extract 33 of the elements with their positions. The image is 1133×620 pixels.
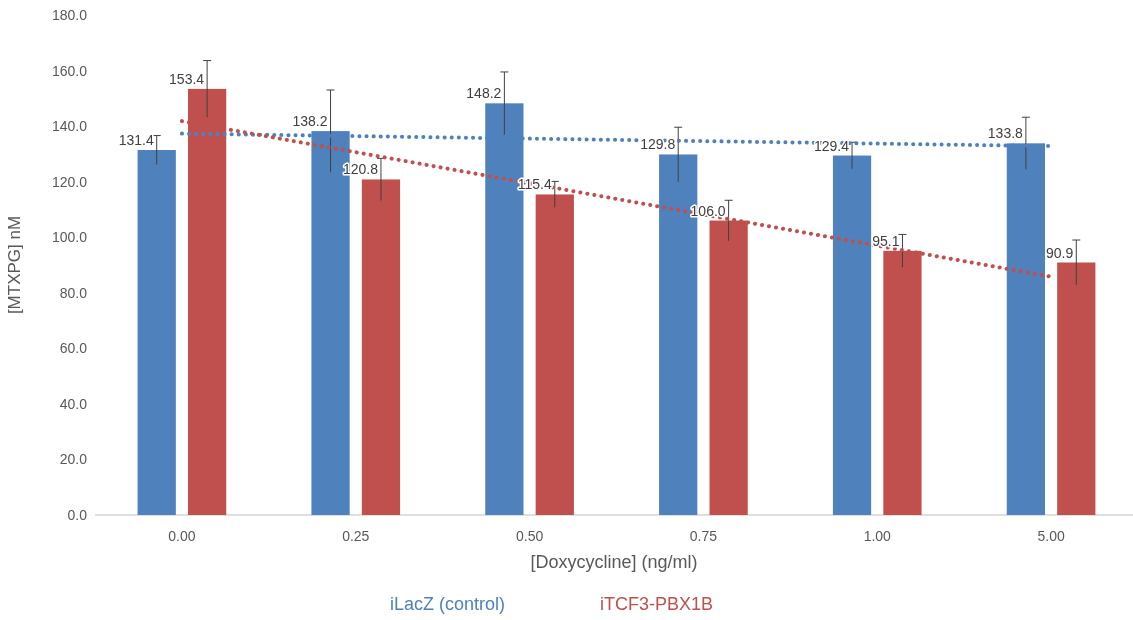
data-label: 133.8 xyxy=(987,125,1024,142)
x-tick-label: 0.50 xyxy=(515,527,544,544)
bar xyxy=(137,150,176,515)
x-tick-label: 0.25 xyxy=(342,527,370,544)
y-tick-label: 180.0 xyxy=(51,6,88,23)
y-axis-title: [MTXPG] nM xyxy=(5,215,24,315)
x-tick-label: 1.00 xyxy=(863,527,892,544)
x-tick-label: 0.75 xyxy=(689,527,718,544)
data-label: 129.8 xyxy=(640,136,676,153)
text: iTCF3-PBX1B xyxy=(600,594,714,614)
y-tick-label: 80.0 xyxy=(59,284,88,301)
data-label: 138.2 xyxy=(292,113,328,130)
y-tick-label: 100.0 xyxy=(51,229,88,246)
text: iLacZ (control) xyxy=(390,594,506,614)
bar xyxy=(361,179,401,515)
y-tick-label: 60.0 xyxy=(59,340,88,357)
y-tick-label: 120.0 xyxy=(51,173,88,190)
y-tick-label: 20.0 xyxy=(59,451,88,468)
data-label: 90.9 xyxy=(1046,244,1074,261)
x-axis-title: [Doxycycline] (ng/ml) xyxy=(530,552,698,572)
data-label: 95.1 xyxy=(872,232,900,249)
data-label: 131.4 xyxy=(118,132,154,148)
x-tick-label: 5.00 xyxy=(1037,527,1065,544)
data-label: 129.4 xyxy=(814,137,850,154)
y-tick-label: 160.0 xyxy=(51,62,88,79)
bar xyxy=(1057,262,1096,515)
y-tick-label: 0.0 xyxy=(67,506,88,523)
data-label: 153.4 xyxy=(169,70,205,87)
data-label: 148.2 xyxy=(466,85,502,102)
y-tick-label: 140.0 xyxy=(51,118,88,135)
y-tick-label: 40.0 xyxy=(59,395,88,412)
x-tick-label: 0.00 xyxy=(168,527,196,544)
bar xyxy=(832,155,872,515)
